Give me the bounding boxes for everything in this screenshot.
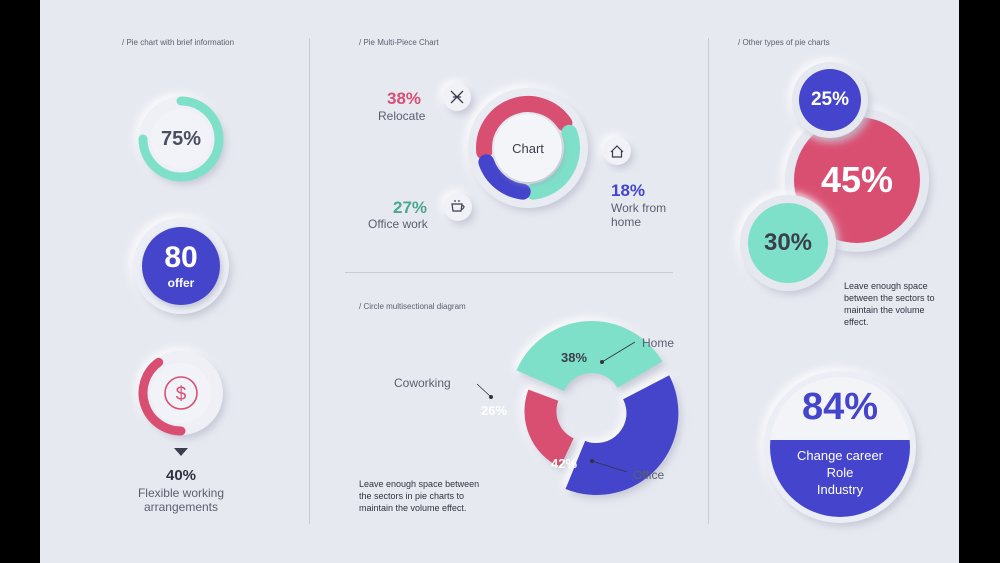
dollar-icon: $	[164, 376, 198, 410]
triangle-down-icon	[174, 448, 188, 456]
bubble-25	[799, 69, 861, 131]
career-line2: Role	[826, 465, 854, 480]
career-line3: Industry	[816, 482, 864, 497]
multi-piece-center	[494, 114, 562, 182]
gauge-75-inner	[151, 109, 211, 169]
flex-label-line1: Flexible working	[137, 486, 225, 500]
offer-number: 80	[164, 241, 198, 274]
coffee-cup-icon	[444, 193, 472, 221]
bubble-45	[794, 117, 920, 243]
gauge-40-arc	[138, 357, 186, 436]
multisection-leaders	[476, 341, 636, 473]
multisection-office-pct: 42%	[551, 456, 578, 471]
multisection-home-label: Home	[642, 336, 675, 350]
office-label: Office work	[368, 217, 428, 231]
multisection-coworking-sector	[524, 389, 574, 468]
offer-disc	[142, 227, 220, 305]
multisection-note-line3: maintain the volume effect.	[359, 503, 467, 513]
home-label-line1: Work from	[611, 201, 667, 215]
other-note-line4: effect.	[844, 317, 869, 327]
multisection-coworking-label: Coworking	[394, 376, 451, 390]
multisection-office-label: Office	[633, 468, 665, 482]
middle-bottom-section-title: / Circle multisectional diagram	[359, 302, 466, 311]
plane-icon	[443, 83, 471, 111]
home-icon	[603, 137, 631, 165]
relocate-pct: 38%	[387, 89, 422, 108]
bubble-25-label: 25%	[810, 89, 850, 110]
home-pct: 18%	[611, 181, 646, 200]
career-value: 84%	[801, 386, 879, 428]
right-section-title: / Other types of pie charts	[738, 38, 830, 47]
bubble-30-label: 30%	[763, 229, 813, 256]
multisection-home-sector	[516, 321, 663, 392]
multi-piece-home-arc	[478, 154, 531, 200]
multisection-donut	[516, 321, 679, 496]
svg-text:$: $	[176, 384, 187, 405]
gauge-75-arc	[138, 96, 224, 182]
multisection-coworking-pct: 26%	[481, 403, 508, 418]
middle-top-section-title: / Pie Multi-Piece Chart	[359, 38, 439, 47]
multisection-note-line2: the sectors in pie charts to	[359, 491, 465, 501]
home-label-line2: home	[611, 215, 642, 229]
career-line1: Change career	[797, 448, 883, 463]
infographic-canvas: / Pie chart with brief information / Pie…	[40, 0, 959, 563]
multi-piece-office-arc	[525, 124, 580, 200]
divider-middle	[345, 272, 673, 273]
bubble-45-label: 45%	[820, 159, 894, 200]
bubble-30	[748, 203, 828, 283]
other-note-line3: maintain the volume	[844, 305, 925, 315]
other-note-line2: between the sectors to	[844, 293, 935, 303]
office-pct: 27%	[393, 198, 428, 217]
multi-piece-center-label: Chart	[512, 141, 544, 156]
flex-label-line2: arrangements	[143, 500, 219, 514]
divider-right	[708, 38, 709, 524]
gauge-75-value: 75%	[160, 128, 202, 150]
gauge-40-inner	[151, 363, 211, 423]
multi-piece-relocate-arc	[476, 96, 573, 160]
divider-left	[309, 38, 310, 524]
multisection-office-sector	[565, 375, 679, 496]
chart-graphics: $	[133, 62, 929, 523]
multisection-note-line1: Leave enough space between	[359, 479, 480, 489]
offer-label: offer	[167, 276, 195, 290]
left-section-title: / Pie chart with brief information	[122, 38, 235, 47]
flex-value: 40%	[165, 467, 197, 484]
multisection-home-pct: 38%	[561, 350, 588, 365]
relocate-label: Relocate	[378, 109, 426, 123]
other-note-line1: Leave enough space	[844, 281, 928, 291]
